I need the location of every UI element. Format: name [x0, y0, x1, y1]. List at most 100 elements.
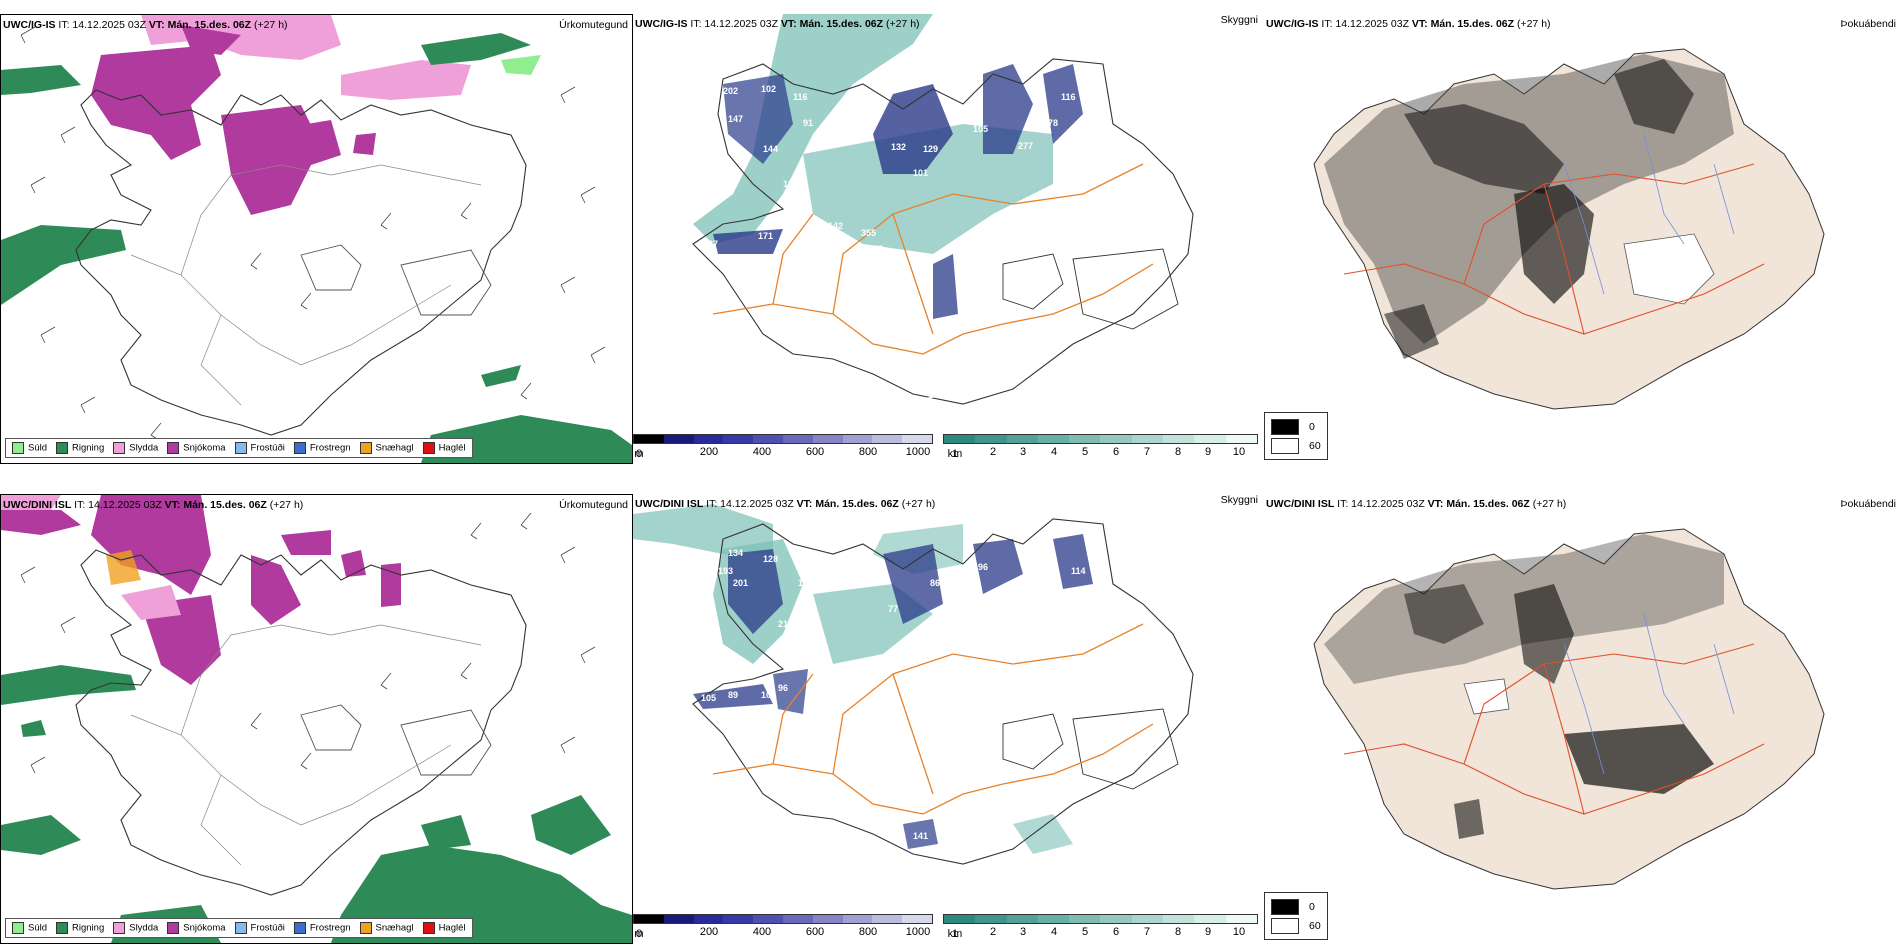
snow-area — [91, 495, 211, 595]
wind-barbs — [20, 26, 606, 440]
road-network — [130, 164, 482, 406]
visibility-panel-row2: 376 134 128 193 201 163 211 181 77 86 96… — [633, 494, 1264, 942]
svg-text:181: 181 — [783, 634, 798, 644]
svg-text:89: 89 — [728, 690, 738, 700]
svg-text:89: 89 — [1028, 578, 1038, 588]
iceland-coastline — [75, 89, 527, 436]
legend-snow: Snjókoma — [167, 922, 226, 934]
glacier-outline — [300, 244, 362, 291]
snow-area — [181, 25, 241, 55]
low-visibility-area — [933, 254, 958, 319]
fog-legend-item-black: 0 — [1271, 897, 1321, 916]
fog-legend-row1: 0 60 — [1264, 412, 1328, 460]
altitude-labels: 376 134 128 193 201 163 211 181 77 86 96… — [701, 522, 1100, 841]
fog-panel-row2: UWC/DINI ISL IT: 14.12.2025 03Z VT: Mán.… — [1264, 494, 1900, 942]
svg-text:129: 129 — [923, 144, 938, 154]
rivers — [1563, 613, 1735, 775]
svg-text:277: 277 — [1018, 141, 1033, 151]
fog-legend-item-white: 60 — [1271, 916, 1321, 935]
legend-freezing-rain: Frostregn — [293, 922, 351, 934]
altitude-colorbar: m 0 200 400 600 800 1000 — [633, 914, 933, 940]
sleet-area — [121, 585, 181, 620]
legend-drizzle: Súld — [12, 442, 47, 454]
svg-text:86: 86 — [930, 578, 940, 588]
svg-text:355: 355 — [861, 228, 876, 238]
fog-area — [1404, 104, 1564, 194]
visibility-map-row2: 376 134 128 193 201 163 211 181 77 86 96… — [633, 504, 1194, 865]
svg-text:106: 106 — [761, 690, 776, 700]
altitude-labels: 202 102 116 147 91 144 188 132 101 129 1… — [703, 84, 1095, 400]
low-visibility-area — [903, 819, 938, 849]
snow-area — [251, 555, 301, 625]
visibility-colorbar-strip — [943, 434, 1258, 444]
snow-area — [301, 120, 341, 165]
low-visibility-area — [633, 504, 773, 554]
low-visibility-area — [973, 539, 1023, 594]
glacier-clear — [1463, 678, 1510, 715]
panel-title-visibility: Skyggni — [1220, 494, 1258, 506]
low-visibility-area — [728, 549, 783, 634]
svg-text:116: 116 — [793, 92, 808, 102]
svg-text:98: 98 — [1028, 118, 1038, 128]
snow-area — [91, 45, 221, 160]
svg-text:211: 211 — [778, 619, 793, 629]
glacier-outline — [1072, 248, 1179, 330]
snow-area — [1, 510, 81, 535]
low-visibility-area — [883, 544, 943, 624]
road-network — [712, 163, 1154, 355]
low-visibility-area — [693, 684, 773, 709]
svg-text:142: 142 — [828, 221, 843, 231]
svg-text:144: 144 — [763, 144, 778, 154]
glacier-outline — [300, 704, 362, 751]
panel-title-precip: Úrkomutegund — [559, 19, 628, 31]
svg-text:137: 137 — [703, 239, 718, 249]
rain-area — [1, 815, 81, 855]
svg-text:105: 105 — [701, 693, 716, 703]
header-row2-precip: UWC/DINI ISL IT: 14.12.2025 03Z VT: Mán.… — [3, 499, 304, 511]
valid-prefix: VT: — [148, 19, 165, 31]
glacier-outline — [400, 709, 492, 776]
fog-area — [1384, 304, 1439, 359]
header-row2-visibility: UWC/DINI ISL IT: 14.12.2025 03Z VT: Mán.… — [635, 498, 936, 510]
panel-title-visibility: Skyggni — [1220, 14, 1258, 26]
road-network — [712, 623, 1154, 815]
valid-time: Mán. 15.des. 06Z — [167, 19, 252, 31]
low-visibility-area — [1043, 64, 1083, 144]
fog-area — [1514, 584, 1574, 684]
legend-hail: Haglél — [422, 442, 466, 454]
rain-area — [1, 65, 81, 95]
svg-text:171: 171 — [758, 231, 773, 241]
svg-text:116: 116 — [1061, 92, 1076, 102]
drizzle-area — [501, 55, 541, 75]
svg-text:134: 134 — [728, 548, 743, 558]
svg-text:91: 91 — [803, 118, 813, 128]
visibility-colorbar: km 1 2 3 4 5 6 7 8 9 10 — [943, 434, 1258, 460]
rain-area — [1, 665, 136, 705]
low-visibility-area — [693, 14, 933, 244]
altitude-colorbar-strip — [633, 434, 933, 444]
visibility-colorbar: km 1 2 3 4 5 6 7 8 9 10 — [943, 914, 1258, 940]
legend-freezing-drizzle: Frostúði — [234, 442, 285, 454]
svg-text:123: 123 — [929, 638, 944, 648]
svg-text:92: 92 — [1025, 562, 1035, 572]
legend-freezing-rain: Frostregn — [293, 442, 351, 454]
svg-text:178: 178 — [1043, 118, 1058, 128]
sleet-area — [1, 495, 61, 510]
visibility-map-row1: 202 102 116 147 91 144 188 132 101 129 1… — [692, 14, 1194, 405]
svg-text:153: 153 — [871, 295, 886, 305]
altitude-colorbar-ticks: m 0 200 400 600 800 1000 — [634, 926, 931, 940]
svg-text:128: 128 — [763, 554, 778, 564]
glacier-outline — [1002, 253, 1064, 310]
init-time: IT: 14.12.2025 03Z — [58, 19, 146, 31]
snow-area — [353, 133, 376, 155]
glacier-outline — [1002, 713, 1064, 770]
visibility-colorbar-ticks: km 1 2 3 4 5 6 7 8 9 10 — [947, 926, 1246, 940]
snow-pellets-area — [106, 550, 141, 585]
svg-text:77: 77 — [888, 604, 898, 614]
svg-text:147: 147 — [728, 114, 743, 124]
svg-text:96: 96 — [978, 562, 988, 572]
svg-text:193: 193 — [718, 566, 733, 576]
precip-map-row1 — [1, 15, 632, 463]
snow-area — [341, 550, 366, 577]
svg-text:107: 107 — [928, 390, 943, 400]
